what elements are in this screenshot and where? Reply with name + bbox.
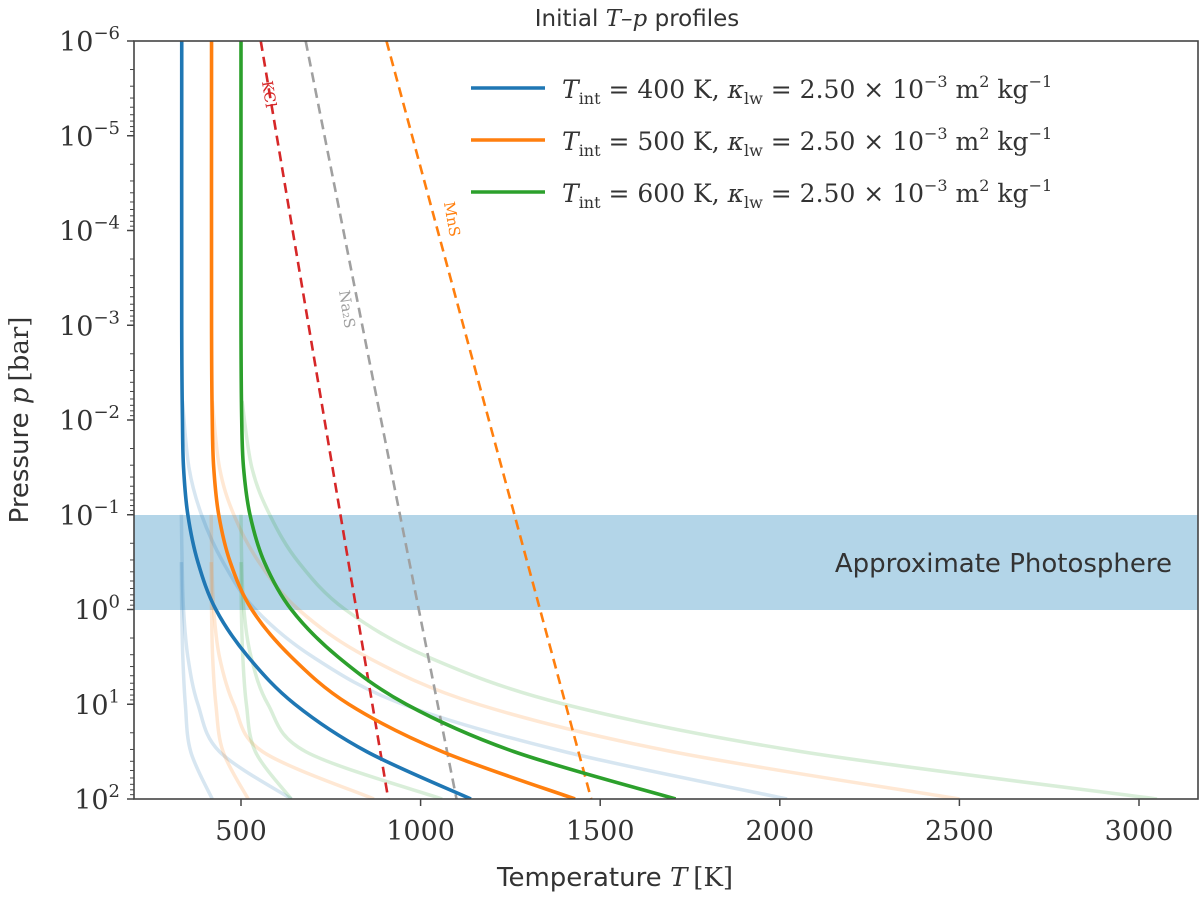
x-tick-label: 1500 [566, 816, 635, 847]
y-tick-label: 10−6 [59, 23, 120, 58]
chart-title: Initial T–p profiles [535, 6, 740, 32]
condensation-curves [259, 41, 593, 799]
profile-line-tint-500 [209, 41, 576, 799]
faint-profile-line [180, 400, 788, 799]
faint-profiles [179, 400, 1158, 799]
legend-entry-label: Tint = 400 K, κlw = 2.50 × 10−3 m2 kg−1 [562, 72, 1052, 108]
mns-label: MnS [440, 200, 464, 238]
x-tick-label: 500 [215, 816, 267, 847]
legend-entry-label: Tint = 500 K, κlw = 2.50 × 10−3 m2 kg−1 [562, 124, 1052, 160]
na2s-label: Na₂S [335, 289, 359, 330]
y-tick-label: 100 [74, 592, 120, 627]
faint-profile-line [210, 400, 960, 799]
photosphere-label: Approximate Photosphere [835, 549, 1172, 579]
legend-entry-label: Tint = 600 K, κlw = 2.50 × 10−3 m2 kg−1 [562, 176, 1052, 212]
faint-profile-line [239, 514, 443, 799]
y-axis-ticks: 10−6 10−5 10−4 10−3 10−2 10−1 100 101 102 [59, 23, 134, 816]
x-tick-label: 1000 [386, 816, 455, 847]
legend: Tint = 400 K, κlw = 2.50 × 10−3 m2 kg−1 T… [471, 72, 1052, 212]
y-tick-label: 10−1 [59, 497, 120, 532]
y-tick-label: 10−5 [59, 118, 120, 153]
profile-line-tint-600 [239, 41, 677, 799]
x-tick-label: 2500 [925, 816, 994, 847]
x-tick-label: 2000 [745, 816, 814, 847]
kcl-label: KCl [258, 79, 280, 109]
na2s-condensation-line [304, 41, 458, 799]
faint-profile-line [209, 514, 375, 799]
main-profiles [179, 41, 677, 799]
profile-line-tint-400 [179, 41, 472, 799]
photosphere-band [134, 515, 1198, 610]
mns-condensation-line [385, 41, 593, 799]
kcl-condensation-line [259, 41, 390, 799]
x-axis-label: Temperature T [K] [496, 863, 733, 893]
x-axis-ticks: 500 1000 1500 2000 2500 3000 [215, 799, 1173, 847]
y-tick-label: 10−3 [59, 307, 120, 342]
y-axis-label: Pressure p[bar] [5, 317, 35, 524]
y-tick-label: 10−2 [59, 402, 120, 437]
faint-profile-line [239, 562, 293, 799]
faint-profile-line [179, 562, 214, 799]
x-tick-label: 3000 [1105, 816, 1174, 847]
faint-profile-line [209, 562, 250, 799]
faint-profile-line [179, 514, 293, 799]
y-tick-label: 101 [74, 686, 120, 721]
y-tick-label: 102 [74, 781, 120, 816]
y-tick-label: 10−4 [59, 213, 120, 248]
